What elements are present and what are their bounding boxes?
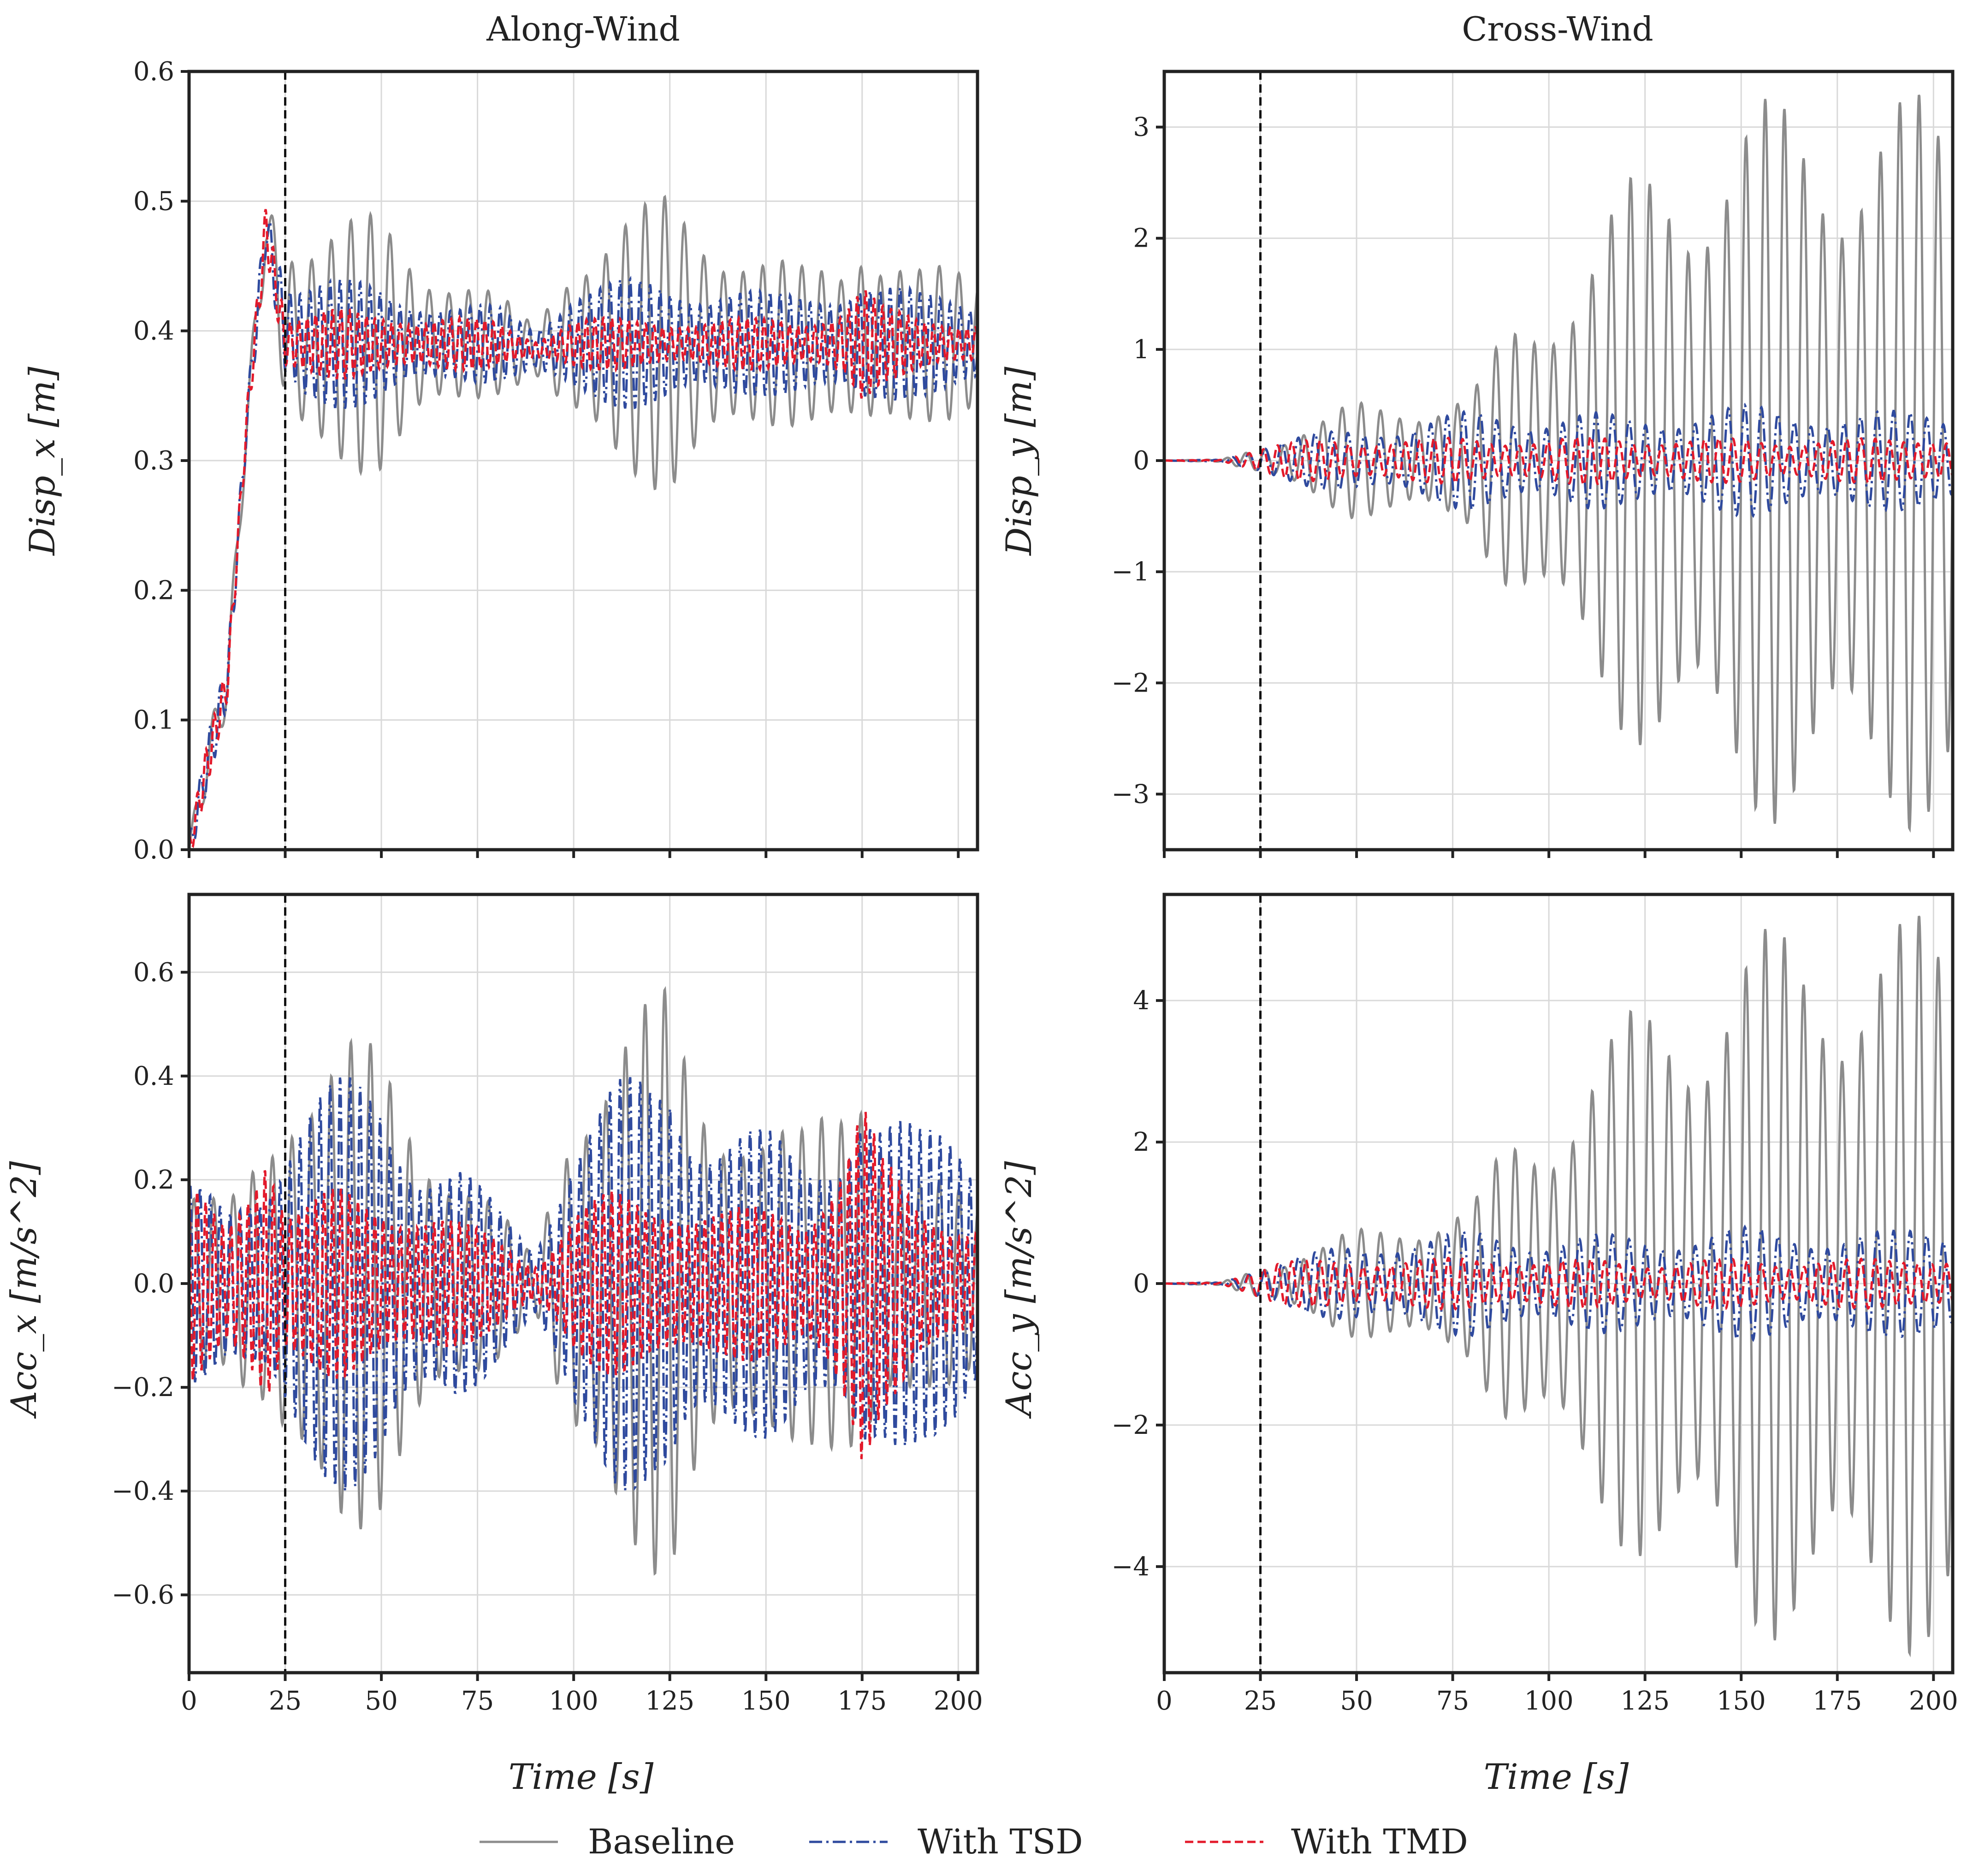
y-tick-label: −0.6: [112, 1580, 174, 1610]
series-line-tsd: [189, 1077, 978, 1491]
along-wind-displacement-panel: 0.0 0.1 0.2 0.3 0.4 0.5 0.6: [133, 57, 979, 865]
series-line-baseline: [189, 195, 978, 850]
x-tick-label: 125: [645, 1686, 694, 1716]
legend-label-tsd: With TSD: [918, 1822, 1083, 1862]
y-tick-label: 2: [1133, 1127, 1149, 1157]
series-line-tsd: [189, 219, 978, 841]
x-tick-label: 25: [269, 1686, 302, 1716]
series-group: [1164, 95, 1953, 833]
x-tick-label: 50: [1340, 1686, 1373, 1716]
x-tick-label: 150: [1717, 1686, 1766, 1716]
y-tick-label: 2: [1133, 224, 1149, 254]
x-tick-label: 200: [934, 1686, 983, 1716]
y-tick-label: 0.5: [133, 186, 174, 216]
cross-acc-xlabel: Time [s]: [1484, 1756, 1629, 1797]
y-tick-label: 0.1: [133, 705, 174, 735]
y-tick-label: 0.6: [133, 958, 174, 988]
plot-frame: [1162, 70, 1955, 852]
cross-wind-title: Cross-Wind: [1462, 10, 1653, 48]
x-tick-label: 25: [1244, 1686, 1277, 1716]
series-group: [1164, 915, 1953, 1657]
cross-disp-ylabel: Disp_y [m]: [998, 367, 1039, 556]
x-tick-label: 0: [1156, 1686, 1173, 1716]
y-tick-label: −1: [1111, 557, 1149, 587]
series-line-tmd: [1164, 1256, 1953, 1311]
y-tick-label: 0: [1133, 1269, 1149, 1299]
legend-label-tmd: With TMD: [1291, 1822, 1468, 1862]
y-tick-label: 0.2: [133, 575, 174, 605]
y-tick-label: 0.6: [133, 57, 174, 87]
x-tick-label: 75: [461, 1686, 494, 1716]
x-tick-label: 175: [837, 1686, 887, 1716]
x-tick-label: 125: [1620, 1686, 1670, 1716]
cross-wind-displacement-panel: −3 −2 −1 0 1 2 3: [1111, 70, 1955, 858]
series-group: [189, 986, 978, 1576]
plot-frame: [187, 70, 979, 852]
legend: Baseline With TSD With TMD: [480, 1822, 1468, 1862]
x-tick-label: 200: [1909, 1686, 1958, 1716]
y-tick-label: 0.0: [133, 1269, 174, 1299]
y-tick-label: 0.0: [133, 835, 174, 865]
along-acc-xlabel: Time [s]: [509, 1756, 654, 1797]
plot-frame: [1162, 893, 1955, 1675]
along-wind-title: Along-Wind: [486, 10, 680, 48]
y-tick-label: −2: [1111, 1410, 1149, 1440]
along-wind-acceleration-panel: −0.6 −0.4 −0.2 0.0 0.2 0.4 0.6 0 25 50 75 100 125 150…: [112, 893, 983, 1716]
series-line-tmd: [189, 209, 978, 849]
y-tick-label: 3: [1133, 112, 1149, 142]
y-tick-label: −0.2: [112, 1373, 174, 1403]
series-line-baseline: [1164, 95, 1953, 833]
y-tick-label: 0.4: [133, 316, 174, 346]
y-tick-label: −0.4: [112, 1476, 174, 1506]
y-tick-label: 0: [1133, 446, 1149, 476]
y-tick-label: −4: [1111, 1552, 1149, 1582]
series-line-tmd: [1164, 435, 1953, 486]
y-tick-label: −2: [1111, 668, 1149, 698]
x-tick-label: 100: [1524, 1686, 1574, 1716]
y-tick-label: 0.3: [133, 446, 174, 476]
y-tick-label: 0.2: [133, 1165, 174, 1195]
y-tick-label: −3: [1111, 779, 1149, 809]
x-tick-label: 50: [365, 1686, 397, 1716]
y-tick-label: 1: [1133, 335, 1149, 365]
series-group: [189, 195, 978, 850]
y-tick-label: 4: [1133, 986, 1149, 1016]
cross-acc-ylabel: Acc_y [m/s^2]: [998, 1161, 1039, 1419]
x-tick-label: 100: [549, 1686, 598, 1716]
x-tick-label: 150: [741, 1686, 791, 1716]
y-tick-label: 0.4: [133, 1061, 174, 1091]
along-disp-ylabel: Disp_x [m]: [22, 367, 63, 556]
legend-label-baseline: Baseline: [588, 1822, 735, 1862]
series-line-tmd: [189, 1112, 978, 1459]
cross-wind-acceleration-panel: −4 −2 0 2 4 0 25 50 75 100 125 150 175 200: [1111, 893, 1958, 1716]
x-tick-label: 75: [1436, 1686, 1469, 1716]
along-acc-ylabel: Acc_x [m/s^2]: [3, 1161, 44, 1419]
x-tick-label: 175: [1813, 1686, 1862, 1716]
plot-frame: [187, 893, 979, 1675]
x-tick-label: 0: [181, 1686, 197, 1716]
